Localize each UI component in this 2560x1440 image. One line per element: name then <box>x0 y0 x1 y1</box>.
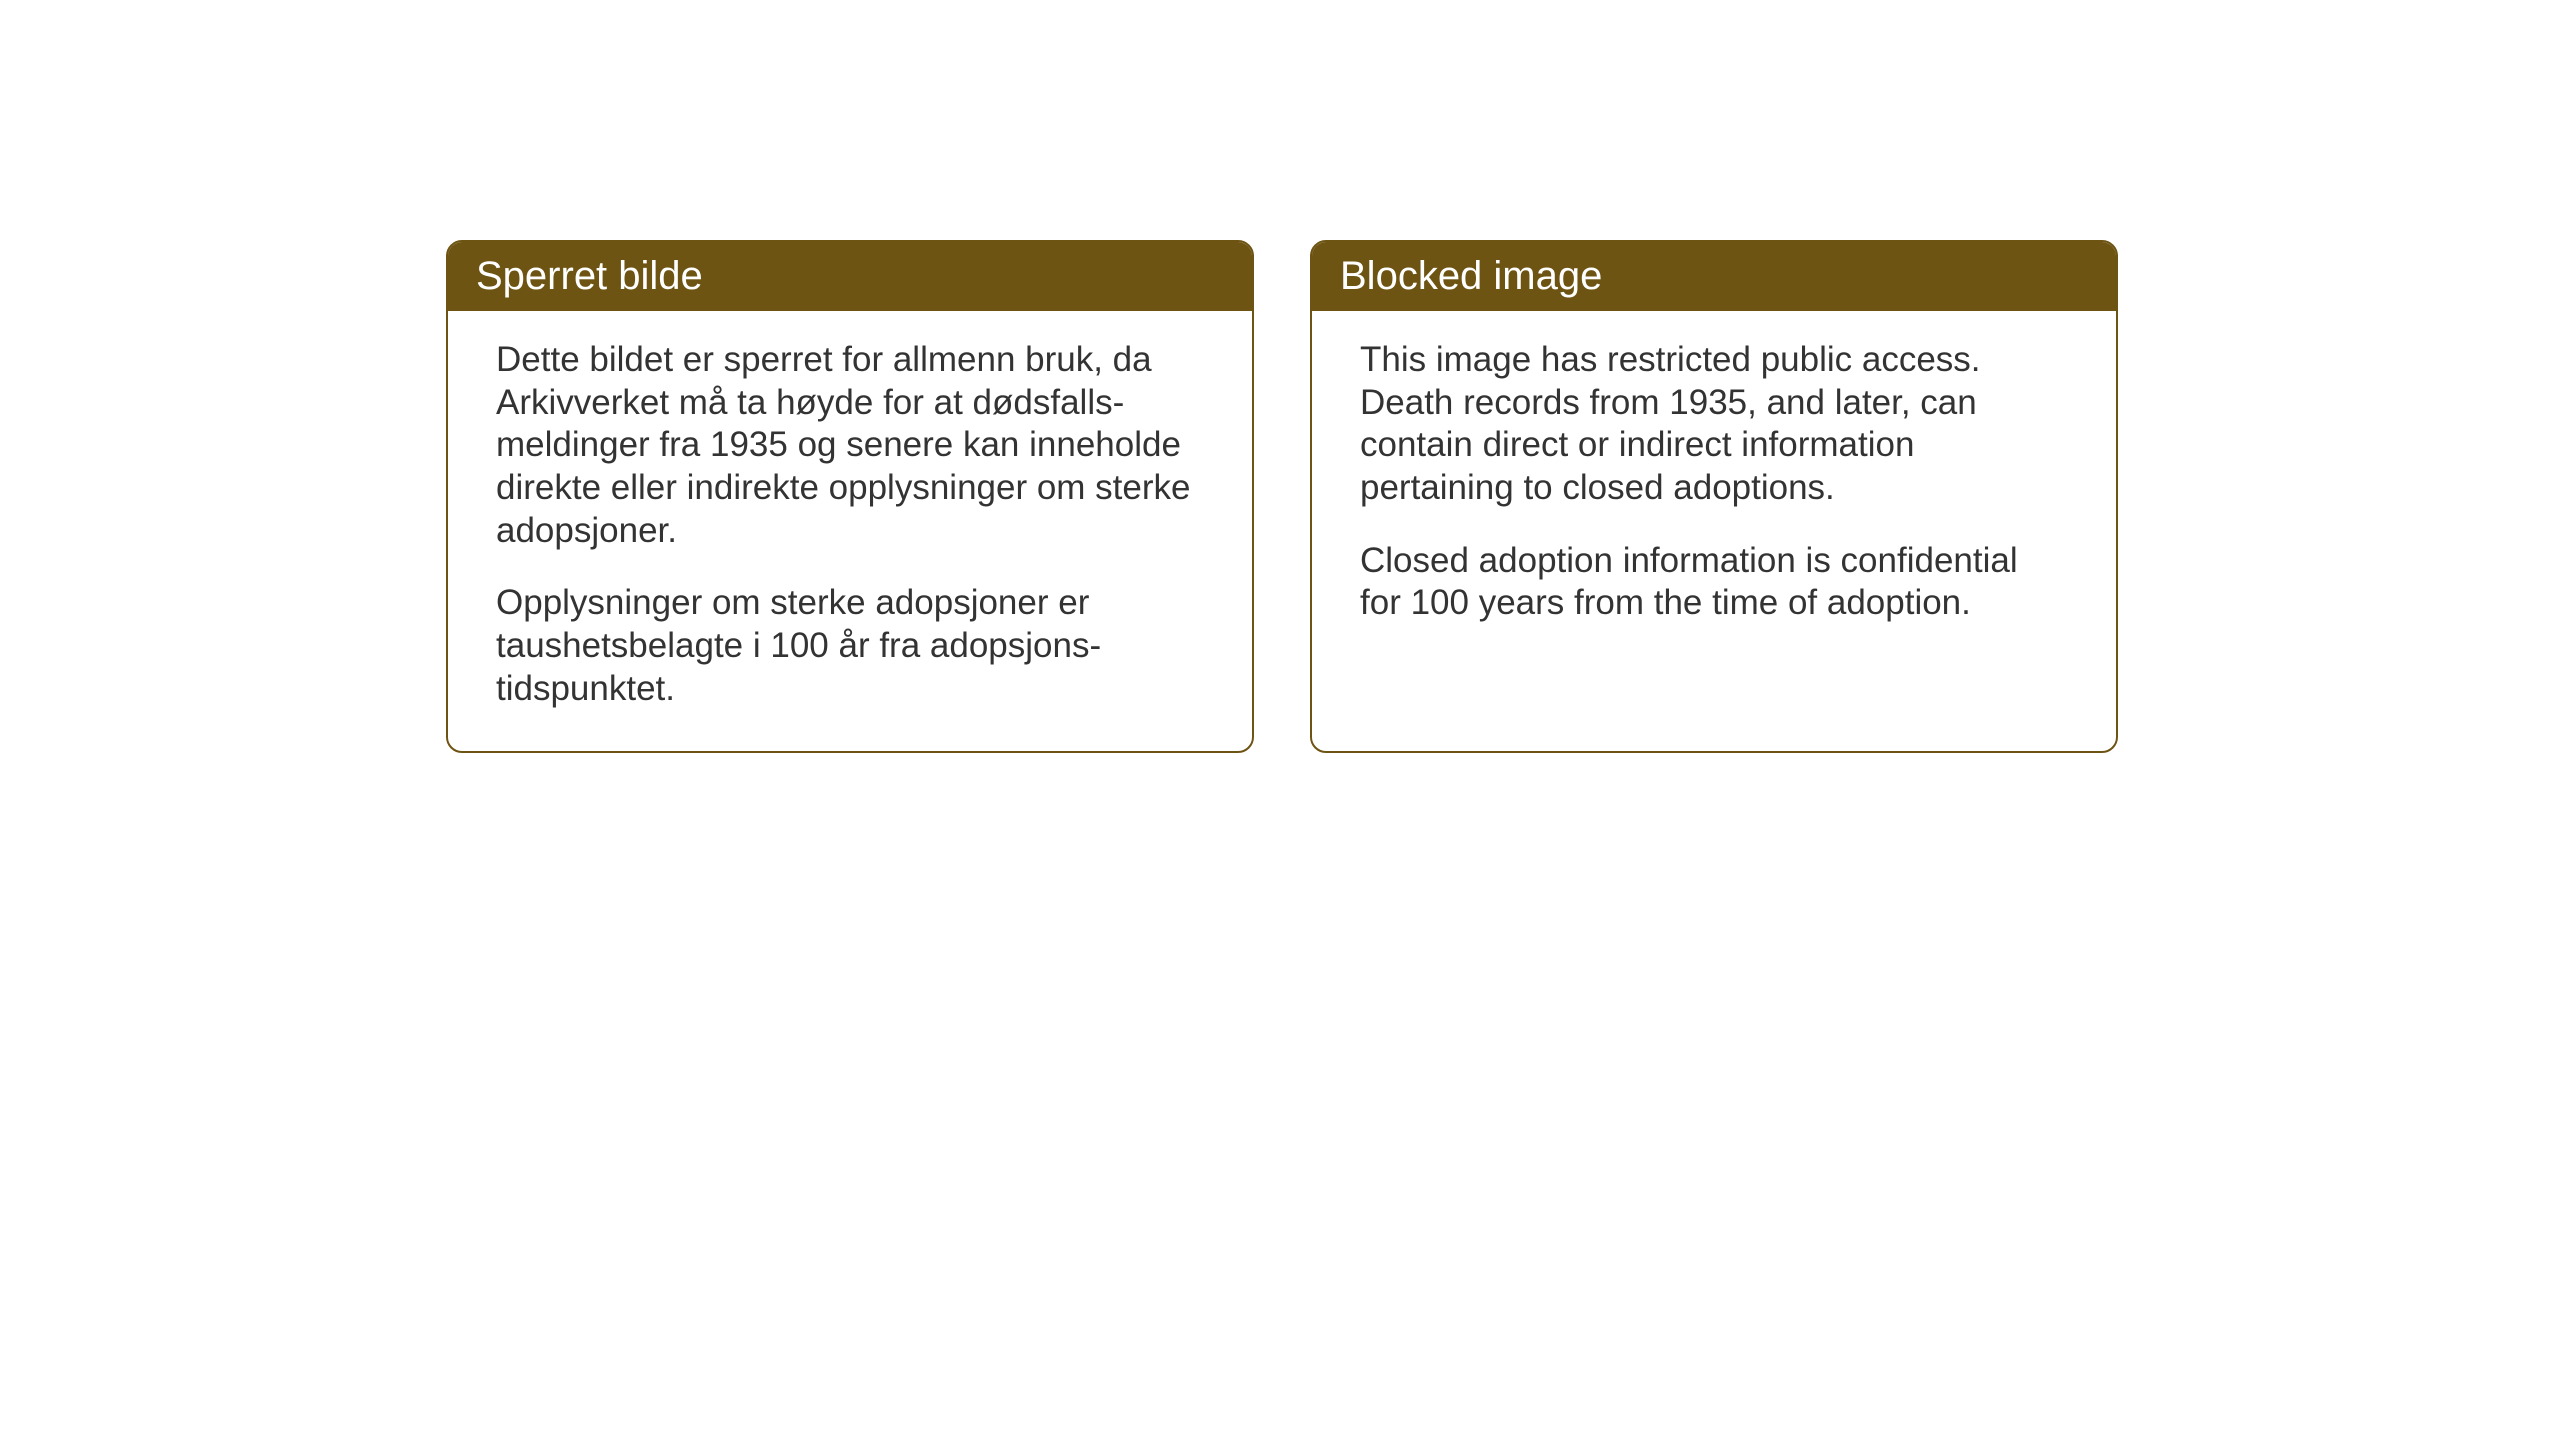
info-paragraph: Dette bildet er sperret for allmenn bruk… <box>496 339 1204 552</box>
info-box-header-english: Blocked image <box>1312 242 2116 311</box>
info-box-body-norwegian: Dette bildet er sperret for allmenn bruk… <box>448 311 1252 751</box>
info-box-english: Blocked image This image has restricted … <box>1310 240 2118 753</box>
info-box-header-norwegian: Sperret bilde <box>448 242 1252 311</box>
info-boxes-container: Sperret bilde Dette bildet er sperret fo… <box>446 240 2118 753</box>
info-paragraph: This image has restricted public access.… <box>1360 339 2068 510</box>
info-paragraph: Opplysninger om sterke adopsjoner er tau… <box>496 582 1204 710</box>
info-box-norwegian: Sperret bilde Dette bildet er sperret fo… <box>446 240 1254 753</box>
info-box-body-english: This image has restricted public access.… <box>1312 311 2116 719</box>
info-paragraph: Closed adoption information is confident… <box>1360 540 2068 625</box>
